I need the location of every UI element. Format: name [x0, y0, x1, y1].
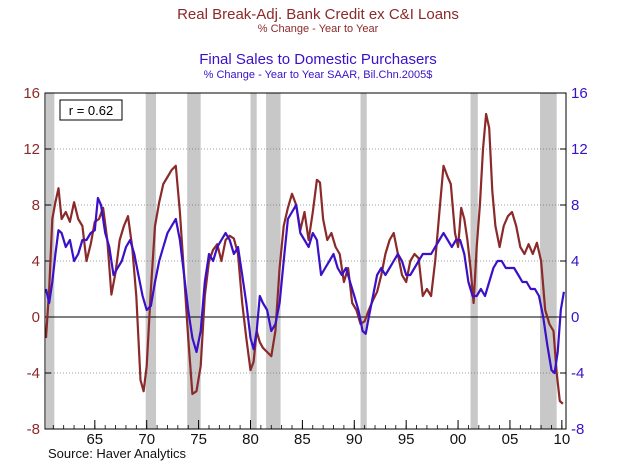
y-tick-label-left: 12 [23, 141, 40, 158]
y-tick-label-right: 0 [571, 309, 579, 326]
y-tick-label-left: -8 [27, 421, 40, 438]
x-tick-label: 75 [190, 431, 207, 448]
series-line-sales [44, 196, 565, 375]
x-tick-label: 65 [86, 431, 103, 448]
y-tick-label-right: 4 [571, 253, 579, 270]
chart-title-credit: Real Break-Adj. Bank Credit ex C&I Loans [177, 6, 459, 23]
chart-subtitle-credit: % Change - Year to Year [257, 23, 379, 35]
y-tick-label-right: 12 [571, 141, 588, 158]
x-tick-label: 85 [294, 431, 311, 448]
y-tick-label-left: 4 [32, 253, 40, 270]
source-note: Source: Haver Analytics [48, 446, 187, 461]
x-tick-label: 05 [502, 431, 519, 448]
y-tick-label-right: 8 [571, 197, 579, 214]
x-tick-label: 70 [138, 431, 155, 448]
x-tick-label: 95 [398, 431, 415, 448]
y-tick-label-right: -8 [571, 421, 584, 438]
correlation-annotation: r = 0.62 [69, 103, 113, 118]
y-tick-label-left: 8 [32, 197, 40, 214]
chart-subtitle-sales: % Change - Year to Year SAAR, Bil.Chn.20… [203, 69, 433, 81]
x-tick-label: 00 [450, 431, 467, 448]
y-tick-label-left: -4 [27, 365, 40, 382]
x-tick-label: 80 [242, 431, 259, 448]
x-tick-label: 10 [554, 431, 571, 448]
chart-title-sales: Final Sales to Domestic Purchasers [199, 51, 437, 68]
recession-band [540, 93, 557, 429]
y-tick-label-left: 16 [23, 85, 40, 102]
x-tick-label: 90 [346, 431, 363, 448]
y-tick-label-left: 0 [32, 309, 40, 326]
plot-frame [44, 92, 567, 430]
annotation-box [59, 99, 123, 121]
recession-band [250, 93, 257, 429]
y-tick-label-right: -4 [571, 365, 584, 382]
y-tick-label-right: 16 [571, 85, 588, 102]
